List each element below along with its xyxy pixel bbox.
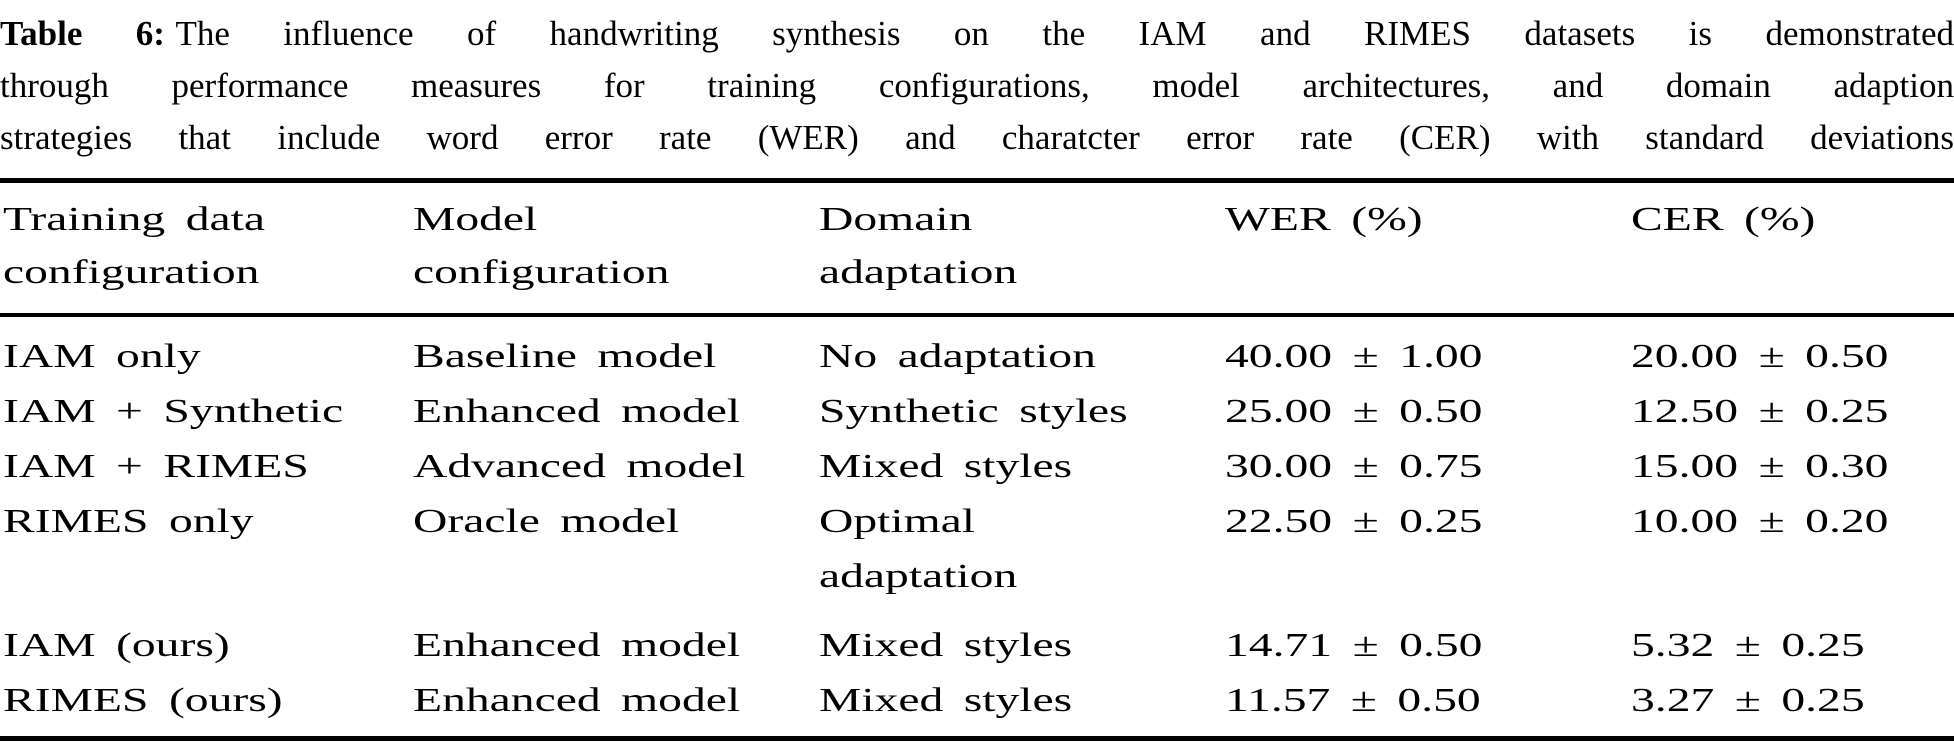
cell-text: Advanced model <box>413 448 746 485</box>
table-cell: Baseline model <box>410 315 816 384</box>
table-row: IAM + Synthetic Enhanced model Synthetic… <box>0 384 1954 439</box>
table-cell: 22.50 ± 0.25 <box>1222 494 1628 604</box>
cell-text: 5.32 ± 0.25 <box>1631 627 1865 664</box>
header-cell-wer: WER (%) <box>1222 180 1628 317</box>
table-body: IAM only Baseline model No adaptation 40… <box>0 315 1954 739</box>
table-cell: 15.00 ± 0.30 <box>1628 439 1954 494</box>
table-cell: Optimal adaptation <box>816 494 1222 604</box>
table-cell: RIMES only <box>0 494 410 604</box>
cell-text: 30.00 ± 0.75 <box>1225 448 1483 485</box>
table-cell: 11.57 ± 0.50 <box>1222 673 1628 739</box>
cell-text: 22.50 ± 0.25 <box>1225 503 1483 540</box>
header-text: Domain adaptation <box>819 201 1018 291</box>
cell-text: 14.71 ± 0.50 <box>1225 627 1483 664</box>
cell-text: Mixed styles <box>819 682 1073 719</box>
table-cell: Advanced model <box>410 439 816 494</box>
cell-text: Mixed styles <box>819 627 1073 664</box>
cell-text: Baseline model <box>413 338 717 375</box>
table-cell: IAM + RIMES <box>0 439 410 494</box>
table-cell: 30.00 ± 0.75 <box>1222 439 1628 494</box>
header-cell-cer: CER (%) <box>1628 180 1954 317</box>
header-text: CER (%) <box>1631 201 1816 238</box>
caption-table-number: Table 6: <box>0 14 165 53</box>
table-cell: 10.00 ± 0.20 <box>1628 494 1954 604</box>
table-cell: Mixed styles <box>816 673 1222 739</box>
table-cell: IAM + Synthetic <box>0 384 410 439</box>
caption-text: The influence of handwriting synthesis o… <box>175 14 1954 53</box>
cell-text: Enhanced model <box>413 682 741 719</box>
cell-text: IAM (ours) <box>3 627 230 664</box>
table-cell: IAM (ours) <box>0 604 410 673</box>
header-cell-model-config: Model configuration <box>410 180 816 317</box>
table-cell: Enhanced model <box>410 604 816 673</box>
table-cell: Oracle model <box>410 494 816 604</box>
table-cell: No adaptation <box>816 315 1222 384</box>
table-row: RIMES only Oracle model Optimal adaptati… <box>0 494 1954 604</box>
caption-line-3: strategies that include word error rate … <box>0 118 1954 157</box>
table-cell: Enhanced model <box>410 673 816 739</box>
table-cell: Mixed styles <box>816 439 1222 494</box>
cell-text: IAM + RIMES <box>3 448 309 485</box>
table-cell: 5.32 ± 0.25 <box>1628 604 1954 673</box>
table-cell: 12.50 ± 0.25 <box>1628 384 1954 439</box>
header-text: Model configuration <box>413 201 670 291</box>
cell-text: 40.00 ± 1.00 <box>1225 338 1483 375</box>
table-caption: Table 6: The influence of handwriting syn… <box>0 0 1954 164</box>
header-text: WER (%) <box>1225 201 1423 238</box>
results-table: Training data configuration Model config… <box>0 178 1954 741</box>
table-cell: IAM only <box>0 315 410 384</box>
table-cell: 20.00 ± 0.50 <box>1628 315 1954 384</box>
table-cell: RIMES (ours) <box>0 673 410 739</box>
cell-text: Optimal adaptation <box>819 503 1018 595</box>
table-cell: 40.00 ± 1.00 <box>1222 315 1628 384</box>
cell-text: Synthetic styles <box>819 393 1128 430</box>
table-row: RIMES (ours) Enhanced model Mixed styles… <box>0 673 1954 739</box>
cell-text: Enhanced model <box>413 627 741 664</box>
table-cell: 3.27 ± 0.25 <box>1628 673 1954 739</box>
table-cell: Synthetic styles <box>816 384 1222 439</box>
header-cell-training-data: Training data configuration <box>0 180 410 317</box>
cell-text: RIMES only <box>3 503 254 540</box>
table-cell: Mixed styles <box>816 604 1222 673</box>
cell-text: 10.00 ± 0.20 <box>1631 503 1889 540</box>
header-row: Training data configuration Model config… <box>0 180 1954 317</box>
cell-text: IAM only <box>3 338 201 375</box>
table-row: IAM + RIMES Advanced model Mixed styles … <box>0 439 1954 494</box>
header-cell-domain-adaptation: Domain adaptation <box>816 180 1222 317</box>
table-cell: 14.71 ± 0.50 <box>1222 604 1628 673</box>
cell-text: 12.50 ± 0.25 <box>1631 393 1889 430</box>
cell-text: Enhanced model <box>413 393 741 430</box>
cell-text: No adaptation <box>819 338 1096 375</box>
cell-text: 3.27 ± 0.25 <box>1631 682 1865 719</box>
table-header-row: Training data configuration Model config… <box>0 180 1954 317</box>
cell-text: IAM + Synthetic <box>3 393 344 430</box>
caption-line-2: through performance measures for trainin… <box>0 66 1954 105</box>
cell-text: RIMES (ours) <box>3 682 283 719</box>
table-row: IAM (ours) Enhanced model Mixed styles 1… <box>0 604 1954 673</box>
caption-line-1: Table 6: The influence of handwriting syn… <box>0 8 1954 60</box>
header-text: Training data configuration <box>3 201 265 291</box>
cell-text: 25.00 ± 0.50 <box>1225 393 1483 430</box>
table-cell: 25.00 ± 0.50 <box>1222 384 1628 439</box>
table-cell: Enhanced model <box>410 384 816 439</box>
cell-text: Oracle model <box>413 503 680 540</box>
cell-text: 15.00 ± 0.30 <box>1631 448 1889 485</box>
cell-text: 11.57 ± 0.50 <box>1225 682 1481 719</box>
cell-text: Mixed styles <box>819 448 1073 485</box>
cell-text: 20.00 ± 0.50 <box>1631 338 1889 375</box>
table-row: IAM only Baseline model No adaptation 40… <box>0 315 1954 384</box>
